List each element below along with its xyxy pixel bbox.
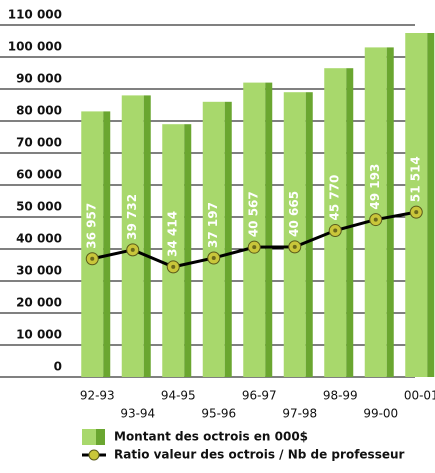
bar	[121, 95, 144, 378]
bar	[162, 124, 185, 377]
bar-side	[346, 68, 354, 377]
marker-dot	[292, 244, 297, 249]
y-tick-label: 40 000	[16, 232, 62, 246]
marker-dot	[414, 210, 419, 215]
x-tick-label: 97-98	[282, 407, 317, 421]
data-label: 51 514	[409, 156, 423, 202]
bar	[405, 33, 428, 377]
marker-dot	[211, 255, 216, 260]
y-tick-label: 10 000	[16, 328, 62, 342]
x-tick-label: 00-01	[404, 389, 435, 403]
bar-side	[103, 111, 111, 378]
x-tick-label: 93-94	[120, 407, 155, 421]
x-tick-label: 94-95	[161, 389, 196, 403]
bar-side	[184, 124, 192, 377]
data-label: 40 665	[287, 191, 301, 237]
bar-side	[224, 101, 232, 378]
data-label: 45 770	[328, 175, 342, 221]
x-tick-label: 96-97	[242, 389, 277, 403]
data-label: 39 732	[125, 194, 139, 240]
bar	[364, 47, 387, 378]
marker-dot	[130, 247, 135, 252]
data-label: 49 193	[368, 164, 382, 210]
y-tick-label: 0	[54, 360, 62, 374]
y-tick-label: 30 000	[16, 264, 62, 278]
y-tick-label: 80 000	[16, 104, 62, 118]
x-tick-label: 98-99	[323, 389, 358, 403]
marker-dot	[171, 264, 176, 269]
x-tick-label: 99-00	[363, 407, 398, 421]
y-tick-label: 20 000	[16, 296, 62, 310]
bar-side	[386, 47, 394, 378]
y-tick-label: 110 000	[8, 8, 62, 22]
legend-label: Montant des octrois en 000$	[114, 430, 308, 444]
marker-dot	[373, 217, 378, 222]
bar	[243, 82, 266, 377]
bar	[324, 68, 347, 377]
y-tick-label: 100 000	[8, 40, 62, 54]
legend-marker	[88, 449, 100, 461]
bar-side	[427, 33, 435, 377]
marker-dot	[333, 228, 338, 233]
marker-dot	[90, 256, 95, 261]
legend-label: Ratio valeur des octrois / Nb de profess…	[114, 448, 405, 462]
data-label: 34 414	[166, 211, 180, 257]
bar-side	[305, 92, 313, 377]
marker-dot	[252, 245, 257, 250]
data-label: 37 197	[206, 202, 220, 248]
y-tick-label: 90 000	[16, 72, 62, 86]
y-tick-label: 70 000	[16, 136, 62, 150]
y-tick-label: 50 000	[16, 200, 62, 214]
y-tick-label: 60 000	[16, 168, 62, 182]
legend-swatch-side	[96, 429, 105, 445]
legend-swatch	[82, 429, 96, 445]
bar	[283, 92, 306, 377]
bar-side	[265, 82, 273, 377]
bar	[202, 101, 225, 378]
x-tick-label: 95-96	[201, 407, 236, 421]
bar	[81, 111, 104, 378]
data-label: 36 957	[85, 203, 99, 249]
bar-side	[143, 95, 151, 378]
x-tick-label: 92-93	[80, 389, 115, 403]
data-label: 40 567	[247, 191, 261, 237]
